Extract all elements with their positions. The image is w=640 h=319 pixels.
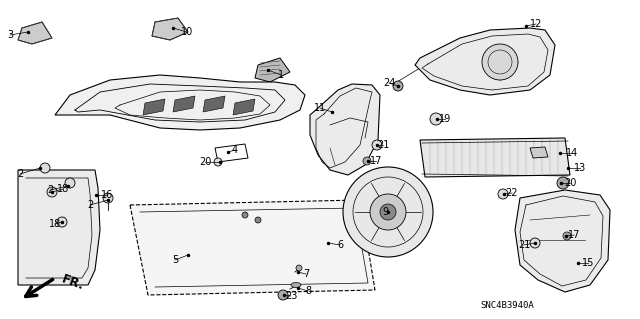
Text: 3: 3 [7,30,13,40]
Circle shape [363,157,371,165]
Circle shape [530,238,540,248]
Circle shape [370,194,406,230]
Polygon shape [420,138,570,177]
Circle shape [255,217,261,223]
Circle shape [47,187,57,197]
Text: 13: 13 [574,163,586,173]
Text: SNC4B3940A: SNC4B3940A [480,300,534,309]
Text: 11: 11 [314,103,326,113]
Circle shape [103,193,113,203]
Text: 4: 4 [232,145,238,155]
Circle shape [498,189,508,199]
Text: 5: 5 [172,255,178,265]
Text: 17: 17 [568,230,580,240]
Circle shape [482,44,518,80]
Polygon shape [203,96,225,112]
Text: 10: 10 [181,27,193,37]
Text: 2: 2 [17,169,23,179]
Circle shape [57,217,67,227]
Text: 19: 19 [439,114,451,124]
Text: 21: 21 [518,240,530,250]
Text: 12: 12 [530,19,542,29]
Polygon shape [130,200,375,295]
Circle shape [214,158,222,166]
Text: 18: 18 [49,219,61,229]
Polygon shape [143,99,165,115]
Text: 15: 15 [582,258,594,268]
Polygon shape [18,22,52,44]
Circle shape [563,232,571,240]
Text: 14: 14 [566,148,578,158]
Circle shape [343,167,433,257]
Circle shape [242,212,248,218]
Circle shape [430,113,442,125]
Circle shape [296,265,302,271]
Polygon shape [415,28,555,95]
Text: 1: 1 [278,70,284,80]
Polygon shape [18,170,100,285]
Circle shape [278,290,288,300]
Text: 18: 18 [57,184,69,194]
Circle shape [65,178,75,188]
Text: 9: 9 [382,207,388,217]
Circle shape [372,140,382,150]
Ellipse shape [291,283,301,287]
Polygon shape [173,96,195,112]
Circle shape [393,81,403,91]
Text: 7: 7 [303,269,309,279]
Text: 24: 24 [383,78,395,88]
Text: 17: 17 [370,156,382,166]
Text: 21: 21 [377,140,389,150]
Polygon shape [55,75,305,130]
Polygon shape [255,58,290,82]
Circle shape [557,177,569,189]
Polygon shape [310,84,380,175]
Text: FR.: FR. [60,273,86,293]
Text: 6: 6 [337,240,343,250]
Text: 23: 23 [285,291,297,301]
Circle shape [40,163,50,173]
Polygon shape [515,190,610,292]
Text: 20: 20 [564,178,576,188]
Text: 2: 2 [87,200,93,210]
Text: 8: 8 [305,286,311,296]
Circle shape [380,204,396,220]
Text: 22: 22 [506,188,518,198]
Polygon shape [233,99,255,115]
Text: 2: 2 [47,185,53,195]
Text: 20: 20 [199,157,211,167]
Polygon shape [530,147,548,158]
Text: 16: 16 [101,190,113,200]
Polygon shape [152,18,188,40]
